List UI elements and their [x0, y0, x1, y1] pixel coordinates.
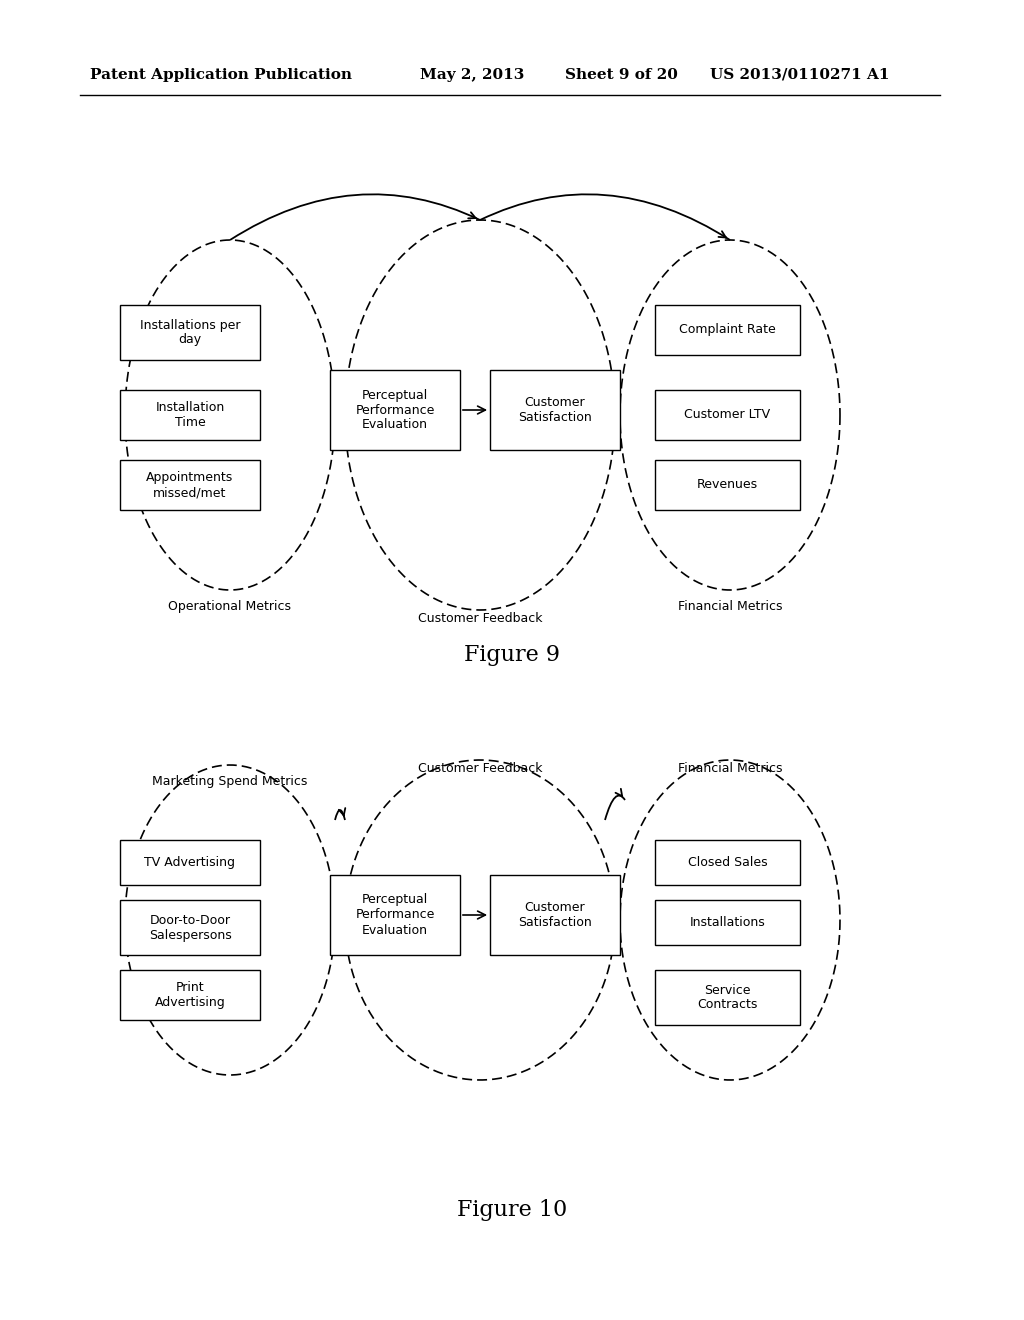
Text: Service
Contracts: Service Contracts: [697, 983, 758, 1011]
Bar: [655, 305, 800, 355]
Bar: [655, 900, 800, 945]
Text: Customer LTV: Customer LTV: [684, 408, 771, 421]
Text: Installations per
day: Installations per day: [139, 318, 241, 346]
Text: Perceptual
Performance
Evaluation: Perceptual Performance Evaluation: [355, 388, 434, 432]
Bar: [120, 900, 260, 954]
Bar: [120, 459, 260, 510]
Text: US 2013/0110271 A1: US 2013/0110271 A1: [710, 69, 890, 82]
Text: Door-to-Door
Salespersons: Door-to-Door Salespersons: [148, 913, 231, 941]
Text: Perceptual
Performance
Evaluation: Perceptual Performance Evaluation: [355, 894, 434, 936]
Text: Customer Feedback: Customer Feedback: [418, 762, 543, 775]
Text: Print
Advertising: Print Advertising: [155, 981, 225, 1008]
Bar: [490, 370, 620, 450]
Bar: [330, 875, 460, 954]
Bar: [490, 875, 620, 954]
Text: Figure 9: Figure 9: [464, 644, 560, 667]
Bar: [120, 840, 260, 884]
Bar: [120, 970, 260, 1020]
Text: Closed Sales: Closed Sales: [688, 855, 767, 869]
Text: May 2, 2013: May 2, 2013: [420, 69, 524, 82]
Text: Appointments
missed/met: Appointments missed/met: [146, 471, 233, 499]
Bar: [655, 970, 800, 1026]
Bar: [330, 370, 460, 450]
Bar: [655, 389, 800, 440]
Text: Financial Metrics: Financial Metrics: [678, 762, 782, 775]
Text: Customer Feedback: Customer Feedback: [418, 612, 543, 624]
Text: Customer
Satisfaction: Customer Satisfaction: [518, 396, 592, 424]
Text: Financial Metrics: Financial Metrics: [678, 601, 782, 612]
Bar: [655, 459, 800, 510]
Text: Customer
Satisfaction: Customer Satisfaction: [518, 902, 592, 929]
Text: Patent Application Publication: Patent Application Publication: [90, 69, 352, 82]
Text: Revenues: Revenues: [697, 479, 758, 491]
Text: Sheet 9 of 20: Sheet 9 of 20: [565, 69, 678, 82]
Text: Figure 10: Figure 10: [457, 1199, 567, 1221]
Bar: [655, 840, 800, 884]
Text: Complaint Rate: Complaint Rate: [679, 323, 776, 337]
Bar: [120, 305, 260, 360]
Text: Operational Metrics: Operational Metrics: [169, 601, 292, 612]
Text: Installation
Time: Installation Time: [156, 401, 224, 429]
Bar: [120, 389, 260, 440]
Text: Installations: Installations: [689, 916, 765, 929]
Text: TV Advertising: TV Advertising: [144, 855, 236, 869]
Text: Marketing Spend Metrics: Marketing Spend Metrics: [153, 775, 307, 788]
